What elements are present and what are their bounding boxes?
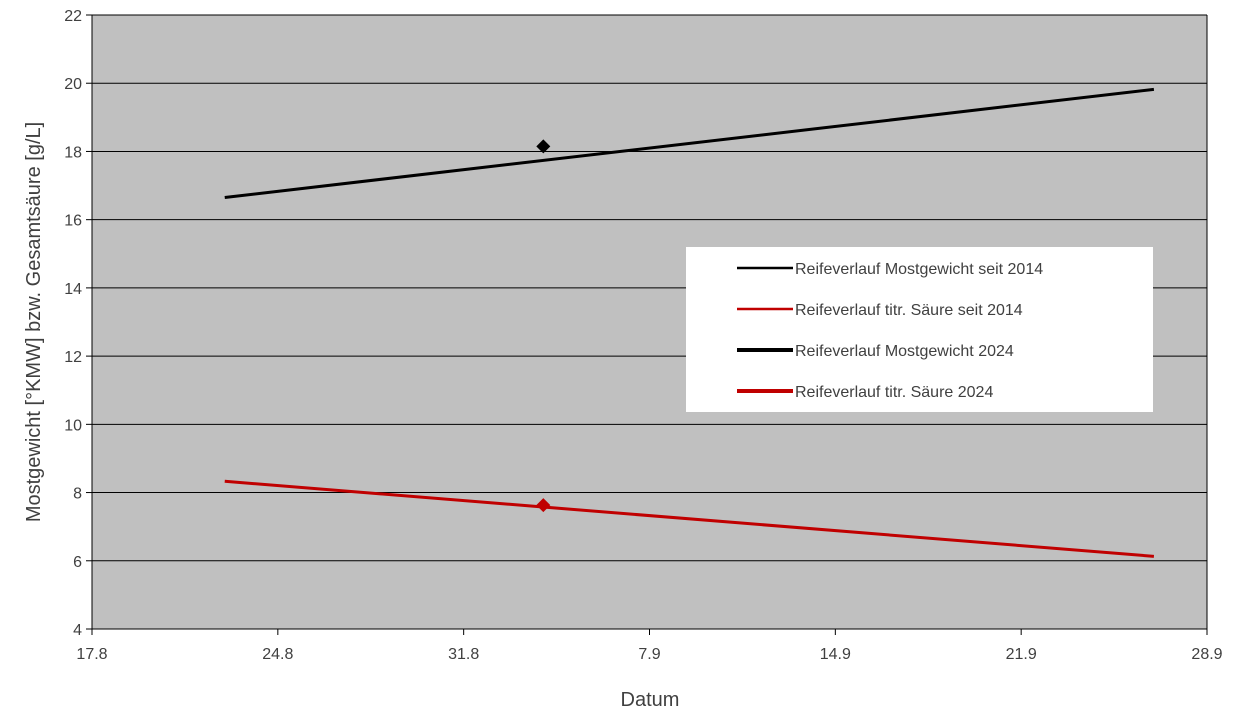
y-tick-label: 18 [64,144,82,161]
y-tick-label: 6 [73,554,82,571]
y-tick-label: 16 [64,213,82,230]
x-tick-label: 21.9 [1006,646,1037,663]
legend-label: Reifeverlauf titr. Säure 2024 [795,384,993,401]
series-layer [224,87,1155,558]
y-tick-label: 12 [64,349,82,366]
x-tick-label: 28.9 [1191,646,1222,663]
axes [86,14,1208,635]
x-axis-title: Datum [621,689,680,711]
x-tick-label: 24.8 [262,646,293,663]
y-tick-labels: 4 6 8 10 12 14 16 18 20 22 [64,8,82,639]
x-tick-label: 17.8 [76,646,107,663]
legend-label: Reifeverlauf Mostgewicht 2024 [795,343,1014,360]
x-tick-label: 7.9 [638,646,660,663]
legend-box [686,247,1153,412]
y-tick-label: 14 [64,281,82,298]
y-tick-label: 8 [73,486,82,503]
x-tick-label: 31.8 [448,646,479,663]
legend-label: Reifeverlauf titr. Säure seit 2014 [795,302,1023,319]
x-tick-label: 14.9 [820,646,851,663]
series-line-0 [224,87,1155,199]
y-tick-label: 20 [64,76,82,93]
x-tick-labels: 17.8 24.8 31.8 7.9 14.9 21.9 28.9 [76,646,1222,663]
y-tick-label: 4 [73,622,82,639]
legend: Reifeverlauf Mostgewicht seit 2014 Reifev… [686,247,1153,412]
y-tick-label: 22 [64,8,82,25]
series-marker-2 [536,139,551,154]
legend-label: Reifeverlauf Mostgewicht seit 2014 [795,261,1043,278]
y-axis-title: Mostgewicht [°KMW] bzw. Gesamtsäure [g/L… [23,122,45,522]
series-marker-3 [536,498,551,513]
y-tick-label: 10 [64,417,82,434]
series-line-1 [224,479,1155,558]
